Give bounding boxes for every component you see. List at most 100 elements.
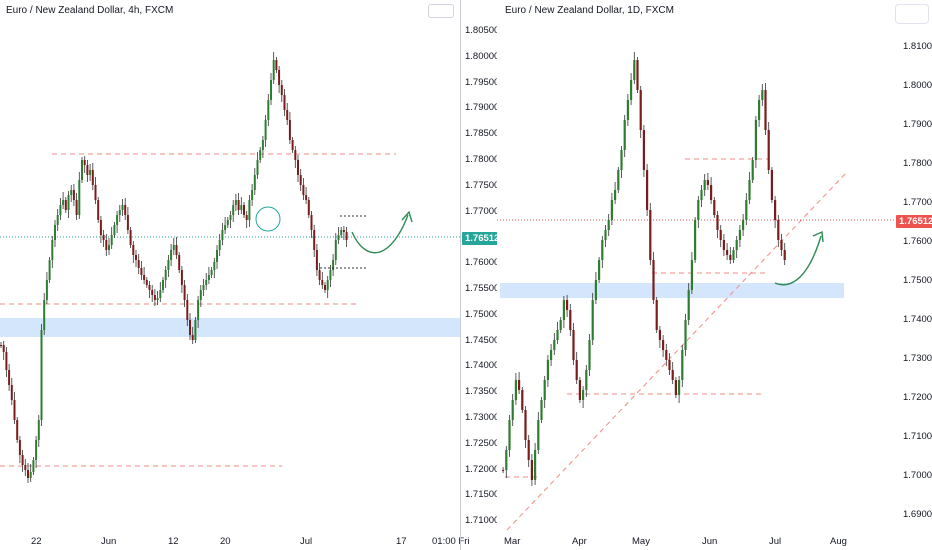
right-candle xyxy=(588,340,591,370)
right-candle xyxy=(562,300,565,320)
left-candle xyxy=(108,245,110,250)
left-candle xyxy=(329,270,332,280)
right-support-zone xyxy=(500,283,844,298)
right-candle xyxy=(649,210,652,260)
left-candle xyxy=(180,270,183,285)
left-candle xyxy=(186,300,189,320)
left-candle xyxy=(342,230,345,232)
pane-divider[interactable] xyxy=(460,0,461,550)
right-candle xyxy=(719,230,722,240)
left-candle xyxy=(315,250,318,270)
right-candle xyxy=(630,80,633,100)
left-y-tick: 1.71000 xyxy=(465,515,500,527)
right-chart-canvas[interactable] xyxy=(497,0,932,550)
right-candle xyxy=(770,170,773,200)
right-candle xyxy=(665,350,668,360)
right-chart-pane[interactable]: Euro / New Zealand Dollar, 1D, FXCM 1.81… xyxy=(497,0,932,550)
right-candle xyxy=(783,250,786,260)
left-x-tick: 20 xyxy=(220,536,231,547)
right-candle xyxy=(537,420,540,450)
right-candle xyxy=(678,380,681,395)
left-candle xyxy=(334,240,337,260)
left-candle xyxy=(324,285,326,290)
right-y-tick: 1.71000 xyxy=(903,431,932,442)
left-candle xyxy=(175,245,178,255)
left-candle xyxy=(302,185,305,195)
left-candle xyxy=(135,255,137,260)
right-candle xyxy=(623,120,626,150)
right-chart-title: Euro / New Zealand Dollar, 1D, FXCM xyxy=(505,5,674,16)
left-candle xyxy=(259,150,262,160)
left-candle xyxy=(164,270,167,280)
left-candle xyxy=(16,420,19,440)
left-candle xyxy=(99,220,102,235)
right-candle xyxy=(754,120,757,160)
left-candle xyxy=(78,180,81,215)
left-candle xyxy=(345,232,348,240)
left-candle xyxy=(288,120,291,140)
left-candle xyxy=(189,320,191,335)
right-candle xyxy=(559,320,562,330)
right-candle xyxy=(722,240,725,250)
left-candle xyxy=(29,472,32,478)
right-candle xyxy=(636,60,639,90)
right-candle xyxy=(569,310,572,330)
left-candle xyxy=(143,275,146,280)
right-candle xyxy=(706,180,709,185)
left-chart-pane[interactable]: Euro / New Zealand Dollar, 4h, FXCM 1.80… xyxy=(0,0,503,550)
right-candle xyxy=(550,350,553,360)
left-candle xyxy=(102,235,105,240)
right-current-price-badge: 1.76512 xyxy=(896,215,932,228)
right-x-tick: May xyxy=(632,536,650,547)
right-x-tick: Apr xyxy=(572,536,587,547)
left-y-tick: 1.72000 xyxy=(465,463,500,475)
right-projection-arrow xyxy=(774,235,822,286)
right-candle xyxy=(514,380,517,400)
left-candle xyxy=(218,240,221,250)
left-arrow-head xyxy=(401,210,413,223)
left-candle xyxy=(299,175,302,185)
right-candle xyxy=(601,240,604,260)
left-candle xyxy=(248,200,251,220)
left-candle xyxy=(340,230,343,235)
left-candle xyxy=(337,235,340,240)
left-candle xyxy=(321,280,324,285)
left-current-price-badge: 1.76512 xyxy=(462,232,503,245)
left-candle xyxy=(267,100,270,120)
left-candle xyxy=(105,240,108,250)
left-candle xyxy=(121,205,124,210)
left-candle xyxy=(202,285,205,290)
right-candle xyxy=(703,180,706,190)
left-candle xyxy=(113,225,116,235)
left-candle xyxy=(91,170,94,185)
right-corner-button[interactable] xyxy=(895,4,929,24)
left-candle xyxy=(13,400,16,420)
left-candle xyxy=(89,170,92,175)
left-chart-canvas[interactable] xyxy=(0,0,460,550)
right-y-tick: 1.70000 xyxy=(903,470,932,481)
left-y-tick: 1.77000 xyxy=(465,205,500,217)
right-candle xyxy=(521,390,524,410)
left-candle xyxy=(197,300,200,320)
right-candle xyxy=(505,450,508,470)
right-candle xyxy=(671,370,674,380)
left-y-tick: 1.74500 xyxy=(465,334,500,346)
right-candle xyxy=(594,280,597,300)
left-y-tick: 1.73500 xyxy=(465,386,500,398)
left-candle xyxy=(75,200,78,215)
left-candle xyxy=(237,200,240,210)
left-candle xyxy=(18,440,21,455)
left-candle xyxy=(205,280,208,285)
right-candle xyxy=(713,200,716,215)
left-axis-settings-button[interactable] xyxy=(428,4,454,18)
left-candle xyxy=(167,260,170,270)
left-candle xyxy=(243,205,245,215)
right-x-tick: Jun xyxy=(702,536,718,547)
left-candle xyxy=(110,235,113,245)
left-candle xyxy=(213,262,216,270)
right-y-tick: 1.72000 xyxy=(903,392,932,403)
right-candle xyxy=(553,340,556,350)
left-candle xyxy=(226,220,229,225)
left-candle xyxy=(10,385,13,400)
left-x-tick: 01:00 Fri xyxy=(432,536,470,547)
